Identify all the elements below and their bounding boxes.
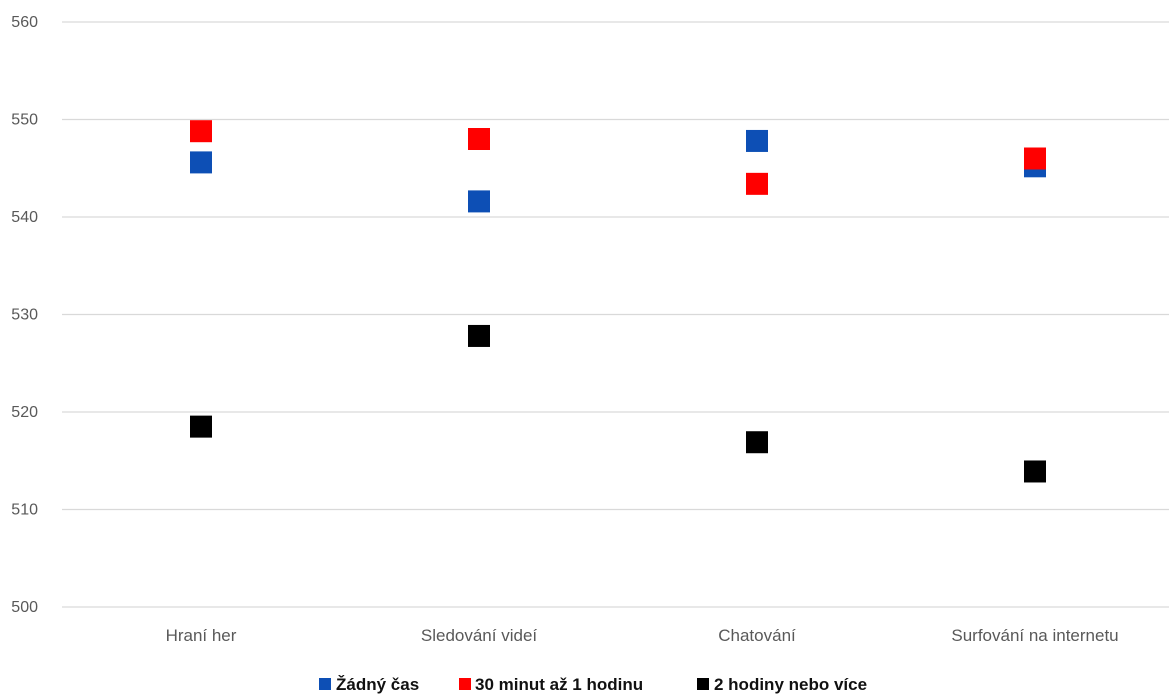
legend-item: 2 hodiny nebo více — [697, 675, 867, 694]
y-tick-label: 520 — [11, 404, 38, 421]
y-tick-label: 510 — [11, 502, 38, 519]
legend: Žádný čas 30 minut až 1 hodinu 2 hodiny ne… — [319, 675, 867, 694]
y-tick-label: 560 — [11, 14, 38, 31]
data-point[interactable] — [746, 129, 768, 152]
legend-item: 30 minut až 1 hodinu — [459, 675, 643, 694]
y-tick-label: 530 — [11, 307, 38, 324]
data-point[interactable] — [746, 431, 768, 454]
x-category-label: Chatování — [718, 626, 796, 645]
data-point[interactable] — [468, 190, 490, 213]
x-category-label: Surfování na internetu — [951, 626, 1118, 645]
data-point[interactable] — [190, 120, 212, 143]
data-point[interactable] — [468, 128, 490, 150]
legend-item: Žádný čas — [319, 675, 419, 694]
y-axis-ticks: 500 510 520 530 540 550 560 — [11, 14, 38, 616]
x-category-label: Hraní her — [166, 626, 237, 645]
y-tick-label: 500 — [11, 599, 38, 616]
gridlines — [62, 21, 1169, 608]
data-point[interactable] — [190, 151, 212, 174]
data-point[interactable] — [468, 324, 490, 347]
legend-label: Žádný čas — [336, 675, 419, 694]
data-point[interactable] — [1024, 147, 1046, 170]
data-point[interactable] — [746, 172, 768, 195]
y-tick-label: 550 — [11, 112, 38, 129]
legend-marker — [319, 678, 331, 690]
x-axis-categories: Hraní her Sledování videí Chatování Surfová… — [166, 626, 1119, 645]
data-points — [190, 120, 1046, 483]
y-tick-label: 540 — [11, 209, 38, 226]
data-point[interactable] — [190, 415, 212, 438]
x-category-label: Sledování videí — [421, 626, 538, 645]
legend-marker — [697, 678, 709, 690]
data-point[interactable] — [1024, 460, 1046, 483]
legend-label: 2 hodiny nebo více — [714, 675, 867, 694]
legend-label: 30 minut až 1 hodinu — [475, 675, 643, 694]
legend-marker — [459, 678, 471, 690]
